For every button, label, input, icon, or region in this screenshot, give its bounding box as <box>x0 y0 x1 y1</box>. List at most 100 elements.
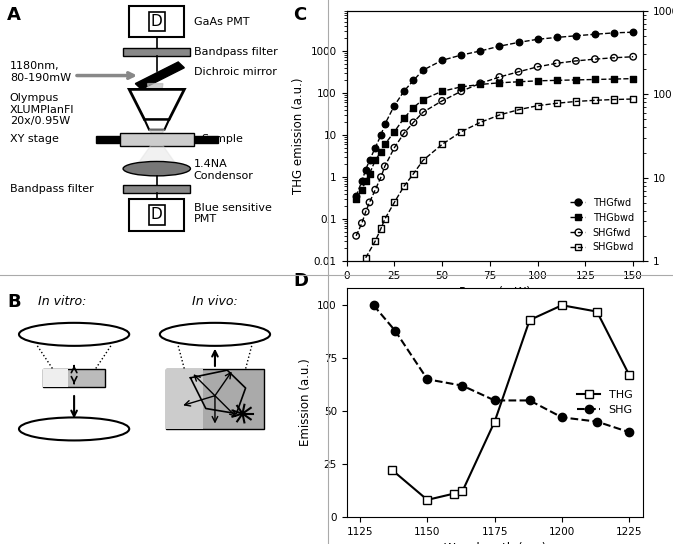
Point <box>418 95 429 104</box>
Point <box>418 156 429 165</box>
Bar <box>166 369 264 429</box>
Point <box>608 95 619 104</box>
Point <box>360 207 371 216</box>
Bar <box>123 47 190 56</box>
Point <box>513 106 524 114</box>
Polygon shape <box>147 84 163 115</box>
Point <box>360 254 371 262</box>
Point <box>389 198 400 207</box>
Polygon shape <box>129 89 184 120</box>
Point <box>494 42 505 51</box>
Point <box>408 118 419 127</box>
Point <box>590 55 600 64</box>
Point <box>590 96 600 104</box>
Text: Bandpass filter: Bandpass filter <box>10 184 94 194</box>
Y-axis label: Emission (a.u.): Emission (a.u.) <box>299 358 312 447</box>
Text: A: A <box>7 6 22 24</box>
Point <box>357 219 367 227</box>
Text: PMT: PMT <box>194 214 217 224</box>
Legend: THG, SHG: THG, SHG <box>573 385 637 420</box>
Point <box>360 165 371 174</box>
Point <box>370 156 381 165</box>
Point <box>551 59 562 67</box>
Point <box>571 97 581 106</box>
Point <box>398 182 409 191</box>
Point <box>364 198 375 207</box>
Point <box>364 169 375 178</box>
Text: XY stage: XY stage <box>10 134 59 144</box>
Point <box>357 186 367 194</box>
Polygon shape <box>135 146 178 167</box>
Text: 80-190mW: 80-190mW <box>10 73 71 83</box>
Point <box>351 231 361 240</box>
Point <box>398 129 409 138</box>
Bar <box>123 184 190 193</box>
Text: D: D <box>293 273 308 290</box>
Point <box>357 177 367 186</box>
Bar <box>194 135 218 143</box>
Point <box>408 76 419 85</box>
Point <box>351 195 361 203</box>
Point <box>494 73 505 82</box>
Point <box>551 76 562 85</box>
X-axis label: Wavelength (nm): Wavelength (nm) <box>444 542 546 544</box>
Text: In vivo:: In vivo: <box>192 295 238 307</box>
Point <box>380 215 390 224</box>
Point <box>571 76 581 84</box>
Bar <box>44 369 105 387</box>
Point <box>628 28 639 36</box>
Point <box>551 33 562 42</box>
Text: Condensor: Condensor <box>194 171 254 181</box>
Text: XLUMPlanFl: XLUMPlanFl <box>10 104 74 115</box>
Bar <box>120 133 194 146</box>
Point <box>456 51 466 59</box>
Bar <box>44 369 68 387</box>
Point <box>456 87 466 96</box>
Bar <box>129 199 184 231</box>
Point <box>513 38 524 47</box>
Polygon shape <box>135 62 184 89</box>
Text: Sample: Sample <box>201 134 243 144</box>
Text: 20x/0.95W: 20x/0.95W <box>10 116 70 126</box>
Point <box>398 114 409 122</box>
Point <box>380 162 390 171</box>
Text: In vitro:: In vitro: <box>38 295 86 307</box>
Point <box>513 67 524 76</box>
Point <box>590 75 600 84</box>
Point <box>376 224 386 233</box>
Point <box>628 52 639 61</box>
Ellipse shape <box>160 323 270 346</box>
Point <box>532 101 543 110</box>
Point <box>608 53 619 62</box>
Polygon shape <box>145 120 169 129</box>
Point <box>571 57 581 65</box>
Point <box>590 30 600 39</box>
Text: Blue sensitive: Blue sensitive <box>194 202 271 213</box>
Point <box>370 143 381 152</box>
Point <box>398 87 409 96</box>
Point <box>437 96 448 105</box>
Point <box>475 47 486 55</box>
Point <box>456 127 466 136</box>
Point <box>380 140 390 149</box>
Point <box>571 32 581 40</box>
Text: D: D <box>151 207 163 222</box>
Text: GaAs PMT: GaAs PMT <box>194 17 249 27</box>
Text: Bandpass filter: Bandpass filter <box>194 47 277 57</box>
Point <box>376 147 386 156</box>
Ellipse shape <box>19 417 129 441</box>
Point <box>532 63 543 71</box>
Point <box>456 83 466 91</box>
Point <box>494 110 505 119</box>
Point <box>532 77 543 85</box>
Text: 1180nm,: 1180nm, <box>10 61 59 71</box>
Point <box>608 28 619 37</box>
Text: C: C <box>293 6 306 24</box>
Bar <box>96 135 120 143</box>
Polygon shape <box>149 129 164 141</box>
Point <box>437 87 448 96</box>
Point <box>475 79 486 88</box>
Point <box>408 169 419 178</box>
Point <box>389 101 400 110</box>
Point <box>437 56 448 65</box>
